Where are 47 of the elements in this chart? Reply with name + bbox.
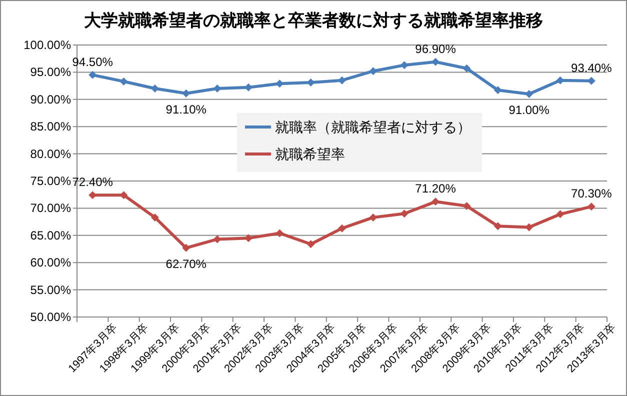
point [556,210,564,218]
y-tick-label: 90.00% [30,92,72,106]
point [369,213,378,222]
point [338,224,346,232]
data-label: 91.00% [508,102,550,117]
point [587,202,596,211]
point [432,58,440,66]
point [494,86,502,94]
point [182,244,190,252]
chart-title: 大学就職希望者の就職率と卒業者数に対する就職希望率推移 [84,11,543,30]
y-tick-label: 65.00% [30,228,72,242]
y-tick-label: 70.00% [30,201,72,216]
point [432,198,440,206]
data-label: 94.50% [72,54,114,69]
point [276,229,284,238]
y-tick-label: 50.00% [30,310,72,324]
point [462,202,471,210]
point [525,223,534,232]
point [120,77,128,86]
point [213,84,222,93]
point [88,70,97,79]
data-label: 70.30% [571,186,612,201]
y-tick-label: 100.00% [24,38,72,52]
y-tick-label: 85.00% [30,120,72,134]
y-tick-label: 75.00% [30,174,72,188]
data-label: 96.90% [415,42,456,56]
data-label: 93.40% [571,60,612,75]
point [182,89,190,98]
point [525,90,534,98]
legend-label: 就職率（就職希望者に対する） [275,119,471,135]
y-tick-label: 60.00% [30,256,72,270]
point [338,76,346,84]
y-tick-label: 95.00% [30,65,72,80]
data-label: 62.70% [166,256,207,271]
data-label: 71.20% [415,182,456,196]
legend-label: 就職希望率 [275,146,345,162]
point [462,64,471,72]
point [494,222,502,230]
y-tick-label: 55.00% [30,282,72,297]
data-label: 91.10% [166,102,207,116]
y-tick-label: 80.00% [30,146,72,161]
point [150,84,159,93]
point [369,67,378,76]
point [306,240,315,248]
point [150,213,159,222]
point [400,61,408,70]
data-label: 72.40% [72,175,114,190]
